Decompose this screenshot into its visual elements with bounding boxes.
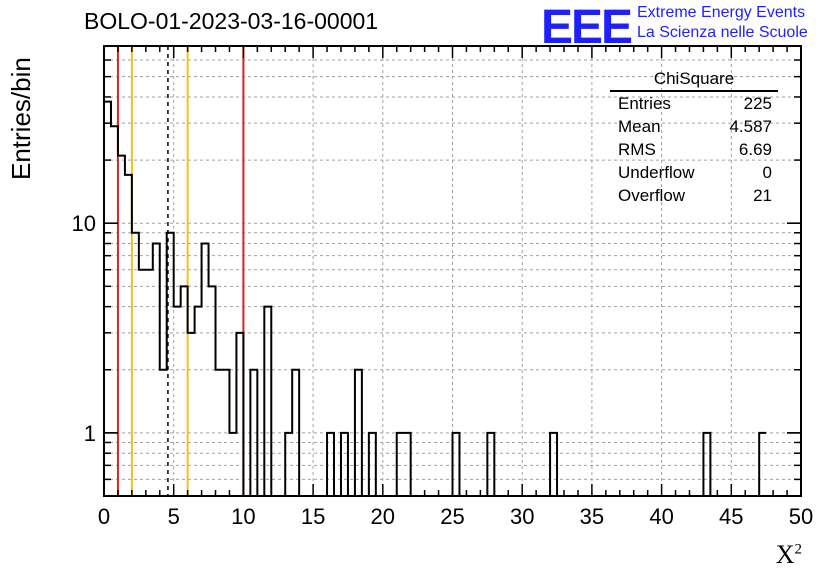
stats-value: 225 [743,94,772,113]
histogram-bin [132,233,139,496]
x-tick-label: 40 [649,504,673,529]
x-tick-label: 5 [168,504,180,529]
histogram-bin [209,286,216,496]
x-tick-label: 50 [789,504,813,529]
stats-label: Underflow [618,163,695,182]
stats-row-overflow: Overflow 21 [610,184,778,207]
logo-caption-line1: Extreme Energy Events [637,4,806,21]
histogram-bin [264,307,271,496]
histogram-bin [195,307,202,496]
y-tick-label: 1 [84,421,96,446]
stats-row-rms: RMS 6.69 [610,138,778,161]
eee-logo: EEE [541,1,633,54]
stats-value: 21 [753,186,772,205]
histogram-bin [236,333,243,496]
stats-row-underflow: Underflow 0 [610,161,778,184]
x-tick-label: 25 [440,504,464,529]
stats-label: Entries [618,94,671,113]
stats-label: RMS [618,140,656,159]
x-axis-label-superscript: 2 [794,541,803,558]
chart-title: BOLO-01-2023-03-16-00001 [84,8,379,34]
histogram-bin [146,270,153,496]
histogram-bin [188,333,195,496]
stats-value: 4.587 [729,117,772,136]
histogram-bin [174,307,181,496]
x-tick-label: 15 [301,504,325,529]
histogram-bin [181,286,188,496]
x-tick-label: 20 [371,504,395,529]
stats-title: ChiSquare [610,68,778,92]
y-axis-label: Entries/bin [6,57,36,180]
y-tick-label: 10 [72,211,96,236]
histogram-bin [111,126,118,496]
histogram-bin [118,156,125,496]
stats-row-entries: Entries 225 [610,92,778,115]
x-tick-label: 45 [719,504,743,529]
stats-label: Overflow [618,186,686,205]
stats-value: 6.69 [738,140,772,159]
stats-value: 0 [762,163,772,182]
x-tick-label: 0 [98,504,110,529]
x-tick-label: 30 [510,504,534,529]
histogram-bin [139,270,146,496]
stats-row-mean: Mean 4.587 [610,115,778,138]
x-tick-label: 10 [231,504,255,529]
stats-label: Mean [618,117,661,136]
x-axis-label-base: X [775,540,795,569]
x-axis-label: X2 [776,540,802,570]
logo-caption-line2: La Scienza nelle Scuole [637,24,808,41]
stats-box: ChiSquare Entries 225 Mean 4.587 RMS 6.69 U… [610,68,778,207]
x-tick-label: 35 [580,504,604,529]
